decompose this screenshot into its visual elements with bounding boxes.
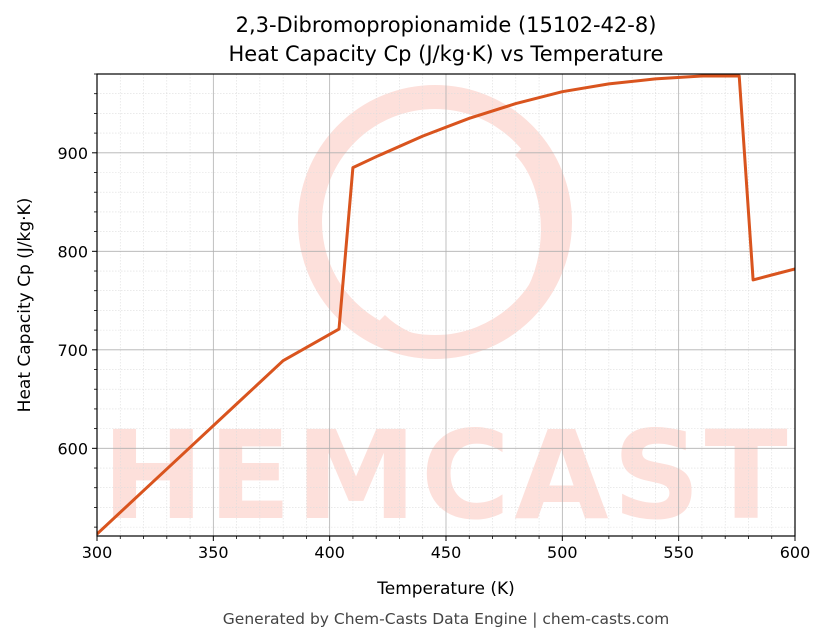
y-tick-label: 700	[57, 341, 88, 360]
x-tick-label: 450	[431, 543, 462, 562]
footer-credit: Generated by Chem-Casts Data Engine | ch…	[223, 610, 669, 628]
x-tick-label: 300	[82, 543, 113, 562]
ticks: 300 350 400 450 500 550 600 600 700 800 900	[57, 73, 811, 562]
x-tick-label: 350	[198, 543, 229, 562]
series-line	[97, 74, 795, 536]
watermark-text: CHEMCASTS	[8, 405, 830, 547]
series-line-layer	[97, 74, 795, 536]
watermark-logo: CHEMCASTS	[8, 85, 830, 547]
x-tick-label: 400	[314, 543, 345, 562]
x-tick-label: 600	[780, 543, 811, 562]
x-tick-label: 550	[663, 543, 694, 562]
chart-title-line1: 2,3-Dibromopropionamide (15102-42-8)	[236, 13, 657, 37]
y-tick-label: 600	[57, 439, 88, 458]
x-tick-label: 500	[547, 543, 578, 562]
chart-title-line2: Heat Capacity Cp (J/kg·K) vs Temperature	[229, 42, 664, 66]
y-tick-label: 800	[57, 242, 88, 261]
y-tick-label: 900	[57, 144, 88, 163]
watermark-swirl	[375, 145, 555, 353]
y-axis-label: Heat Capacity Cp (J/kg·K)	[15, 198, 35, 413]
x-axis-label: Temperature (K)	[376, 579, 515, 599]
